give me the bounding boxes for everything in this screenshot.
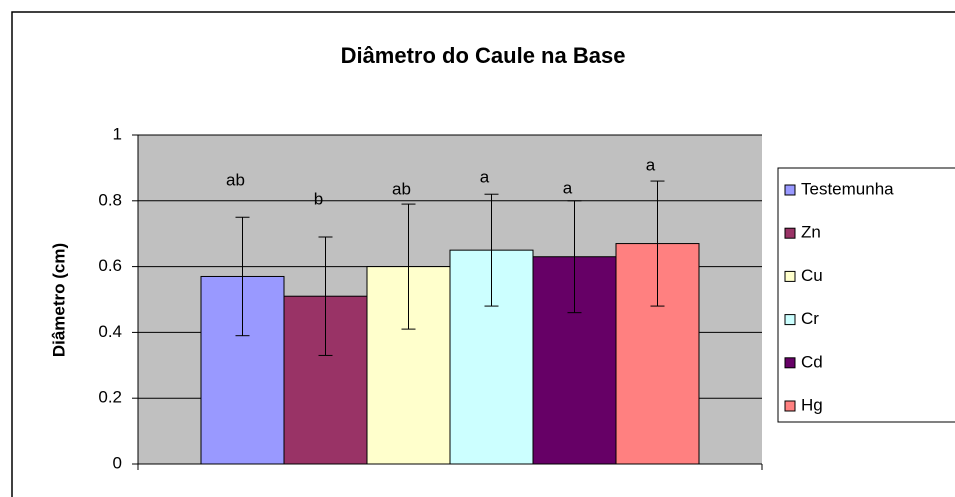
y-tick-label: 0.4 (98, 322, 122, 341)
annotation: a (646, 156, 656, 175)
y-tick-label: 1 (113, 124, 122, 143)
legend-swatch (784, 184, 796, 196)
legend-label: Zn (801, 223, 821, 242)
legend-label: Cr (801, 309, 819, 328)
legend-swatch (784, 314, 796, 326)
annotation: ab (226, 171, 245, 190)
legend-label: Cd (801, 352, 823, 371)
legend-swatch (784, 357, 796, 369)
legend-swatch (784, 227, 796, 239)
legend-swatch (784, 400, 796, 412)
legend-label: Testemunha (801, 179, 894, 198)
legend (777, 167, 955, 423)
annotation: a (480, 168, 490, 187)
y-tick-label: 0.2 (98, 388, 122, 407)
y-tick-label: 0.6 (98, 256, 122, 275)
y-axis-label: Diâmetro (cm) (49, 243, 68, 357)
chart-title: Diâmetro do Caule na Base (341, 43, 626, 68)
annotation: b (314, 189, 323, 208)
legend-swatch (784, 270, 796, 282)
legend-label: Cu (801, 266, 823, 285)
y-tick-label: 0.8 (98, 190, 122, 209)
legend-label: Hg (801, 395, 823, 414)
y-tick-label: 0 (113, 453, 122, 472)
annotation: ab (392, 180, 411, 199)
annotation: a (563, 178, 573, 197)
